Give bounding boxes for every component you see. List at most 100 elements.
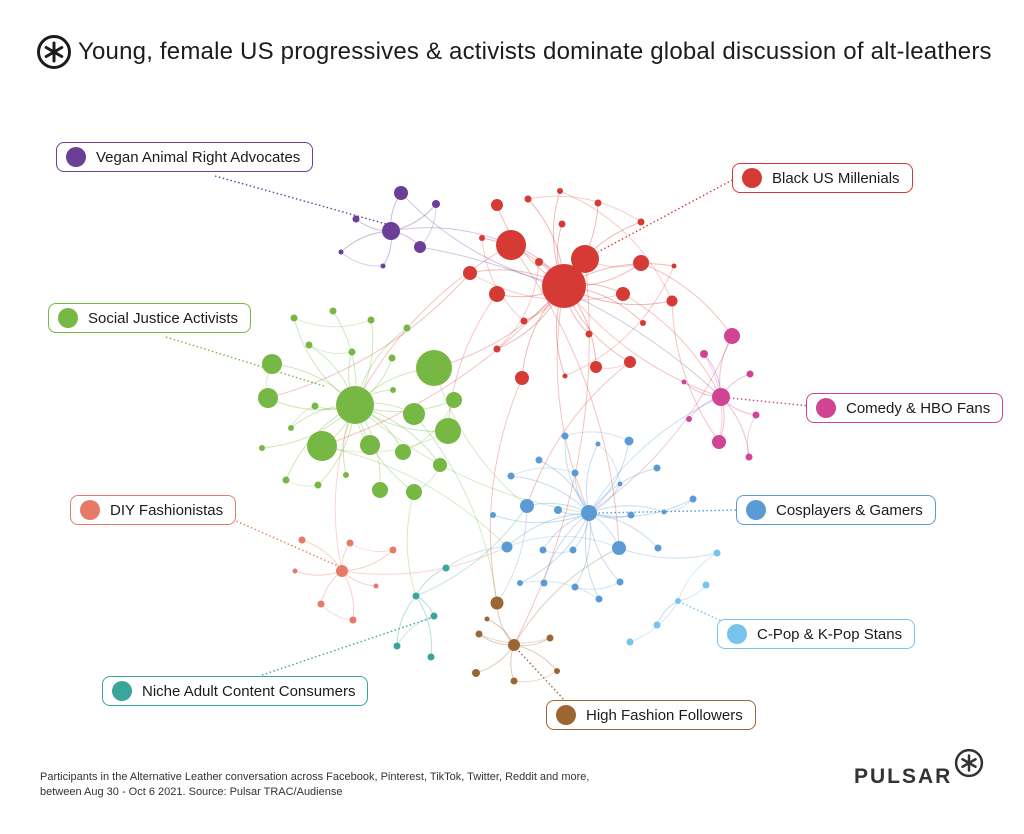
edge-fashion	[513, 670, 558, 683]
node-diy	[292, 568, 298, 574]
node-cos	[517, 580, 523, 586]
node-kpop	[713, 549, 721, 557]
edge-cross	[400, 192, 565, 287]
edge-black	[496, 261, 540, 350]
legend-dot-icon	[816, 398, 836, 418]
leader-line-sja	[165, 336, 325, 387]
node-cos	[595, 441, 601, 447]
node-sja	[262, 354, 282, 374]
node-sja	[329, 307, 337, 315]
legend-text: Niche Adult Content Consumers	[142, 682, 356, 700]
node-cos	[595, 595, 603, 603]
node-cos	[540, 579, 548, 587]
edge-diy	[349, 542, 394, 552]
edge-cross	[267, 272, 471, 399]
node-cos	[507, 472, 515, 480]
node-fashion	[546, 634, 554, 642]
edge-kpop	[656, 600, 679, 626]
edge-vegan	[419, 203, 437, 248]
node-black	[557, 188, 563, 194]
node-diy	[346, 539, 354, 547]
node-cos	[501, 541, 513, 553]
edge-cross	[513, 258, 590, 646]
edge-cross	[556, 285, 590, 514]
legend-label-vegan-animal-right-advocates: Vegan Animal Right Advocates	[56, 142, 314, 172]
header: Young, female US progressives & activist…	[36, 30, 992, 74]
node-sja	[416, 350, 452, 386]
node-black	[491, 199, 503, 211]
node-cos	[535, 456, 543, 464]
node-black	[640, 320, 646, 326]
node-sja	[307, 431, 337, 461]
leader-line-niche	[261, 616, 435, 676]
node-black	[585, 330, 593, 338]
edge-cross	[640, 262, 733, 337]
node-cos	[627, 511, 635, 519]
node-niche	[412, 592, 420, 600]
edge-cross	[513, 547, 620, 646]
node-sja	[403, 324, 411, 332]
edge-cross	[406, 491, 417, 597]
node-cos	[617, 481, 623, 487]
leader-line-diy	[217, 512, 339, 567]
node-kpop	[702, 581, 710, 589]
node-sja	[343, 472, 349, 478]
node-niche	[427, 653, 435, 661]
brand-mark: PULSAR	[854, 748, 984, 788]
edge-sja	[293, 317, 372, 328]
node-kpop	[653, 621, 661, 629]
node-black	[562, 373, 568, 379]
node-comedy	[746, 370, 754, 378]
node-vegan	[382, 222, 400, 240]
node-black	[463, 266, 477, 280]
legend-dot-icon	[742, 168, 762, 188]
node-black	[524, 195, 532, 203]
edge-cross	[341, 546, 508, 575]
edge-cos	[542, 549, 574, 554]
leader-line-comedy	[729, 397, 811, 407]
node-cos	[654, 544, 662, 552]
edge-cos	[564, 435, 590, 514]
edge-cross	[526, 361, 631, 507]
edge-cross	[588, 335, 733, 514]
node-cos	[624, 436, 634, 446]
edge-kpop	[677, 584, 707, 602]
legend-text: Social Justice Activists	[88, 309, 239, 327]
node-cos	[616, 578, 624, 586]
node-diy	[373, 583, 379, 589]
legend-label-c-pop-k-pop-stans: C-Pop & K-Pop Stans	[717, 619, 916, 649]
edge-cross	[433, 367, 528, 507]
node-cos	[689, 495, 697, 503]
edge-cos	[597, 443, 621, 485]
edge-cos	[543, 512, 590, 584]
legend-text: C-Pop & K-Pop Stans	[757, 625, 903, 643]
node-diy	[317, 600, 325, 608]
edge-sja	[308, 344, 353, 354]
node-cos	[653, 464, 661, 472]
node-cos	[661, 509, 667, 515]
legend-dot-icon	[727, 624, 747, 644]
node-comedy	[745, 453, 753, 461]
node-black	[624, 356, 636, 368]
node-black	[515, 371, 529, 385]
edge-cos	[564, 431, 630, 442]
edge-black	[527, 195, 642, 223]
node-cos	[581, 505, 597, 521]
node-cos	[490, 512, 496, 518]
node-fashion	[508, 639, 520, 651]
node-vegan	[338, 249, 344, 255]
edge-black	[481, 237, 525, 322]
legend-label-comedy-hbo-fans: Comedy & HBO Fans	[806, 393, 1004, 423]
edge-diy	[294, 570, 343, 576]
node-black	[493, 345, 501, 353]
node-cos	[569, 546, 577, 554]
node-kpop	[626, 638, 634, 646]
edge-cross	[415, 505, 528, 597]
node-black	[616, 287, 630, 301]
edge-cross	[419, 246, 722, 398]
node-sja	[403, 403, 425, 425]
node-cos	[571, 469, 579, 477]
legend-text: DIY Fashionistas	[110, 501, 224, 519]
edge-cos	[588, 440, 630, 514]
